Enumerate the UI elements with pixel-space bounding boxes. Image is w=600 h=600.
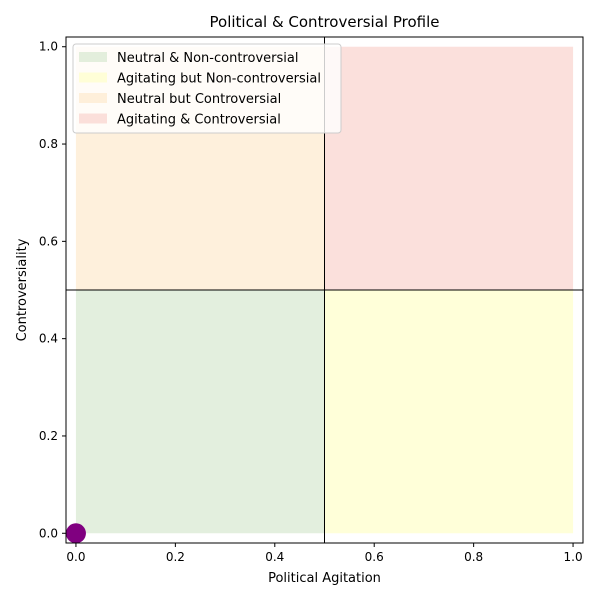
x-tick-label-1: 0.2 [166, 550, 185, 564]
legend-swatch-2 [79, 72, 107, 83]
legend-box [72, 43, 342, 134]
y-tick-label-0: 0.0 [39, 526, 58, 540]
y-axis-label: Controversiality [15, 238, 30, 341]
legend-label-2: Agitating but Non-controversial [117, 72, 321, 87]
chart-title: Political & Controversial Profile [210, 13, 440, 31]
legend-label-4: Agitating & Controversial [117, 113, 281, 128]
legend-swatch-3 [79, 93, 107, 103]
x-axis-label: Political Agitation [268, 571, 381, 586]
region-1 [75, 290, 325, 534]
x-tick-label-3: 0.6 [365, 550, 384, 564]
region-2 [324, 290, 574, 534]
x-tick-label-4: 0.8 [464, 550, 483, 564]
x-tick-label-0: 0.0 [66, 550, 85, 564]
legend-label-3: Neutral but Controversial [117, 92, 281, 107]
x-tick-label-5: 1.0 [564, 550, 583, 564]
points-layer [65, 523, 86, 544]
axes: 0.0 0.2 0.4 0.6 0.8 1.0 0.0 0.2 0.4 0.6 0.8 1.0 [39, 36, 584, 564]
legend-label-1: Neutral & Non-controversial [117, 51, 298, 66]
region-4 [324, 46, 574, 290]
legend: Neutral & Non-controversial Agitating but… [72, 43, 342, 134]
legend-swatch-1 [79, 52, 107, 62]
y-tick-label-1: 0.2 [39, 429, 58, 443]
y-tick-label-3: 0.6 [39, 234, 58, 248]
y-tick-label-4: 0.8 [39, 137, 58, 151]
y-tick-label-2: 0.4 [39, 332, 58, 346]
legend-swatch-4 [79, 113, 107, 124]
x-tick-label-2: 0.4 [265, 550, 284, 564]
data-point-1 [65, 523, 86, 544]
regions-layer [75, 46, 574, 534]
plot-frame [65, 36, 584, 544]
y-tick-label-5: 1.0 [39, 40, 58, 54]
